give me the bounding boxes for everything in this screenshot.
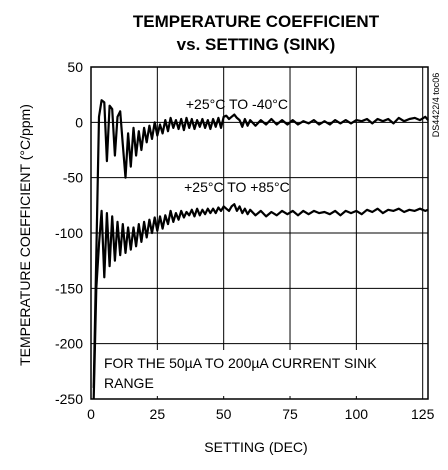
y-tick-label: -150 <box>55 280 83 296</box>
y-axis-label: TEMPERATURE COEFFICIENT (°C/ppm) <box>17 104 33 366</box>
series-labels: +25°C TO -40°C +25°C TO +85°C <box>184 96 290 195</box>
annotation-line-2: RANGE <box>104 375 154 391</box>
annotation-line-1: FOR THE 50µA TO 200µA CURRENT SINK <box>104 355 377 371</box>
x-tick-label: 100 <box>345 406 369 422</box>
x-tick-label: 125 <box>411 406 435 422</box>
x-axis-label: SETTING (DEC) <box>204 439 307 455</box>
x-tick-label: 75 <box>282 406 298 422</box>
annotation-backdrop <box>100 350 360 396</box>
series-label-0: +25°C TO -40°C <box>186 96 288 112</box>
series-line-1 <box>92 203 429 400</box>
x-tick-label: 0 <box>87 406 95 422</box>
series-label-1: +25°C TO +85°C <box>184 179 290 195</box>
y-tick-label: 50 <box>67 59 83 75</box>
x-tick-label: 50 <box>216 406 232 422</box>
chart-title-line-1: TEMPERATURE COEFFICIENT <box>133 12 380 31</box>
chart-title-line-2: vs. SETTING (SINK) <box>177 35 336 54</box>
y-tick-label: -50 <box>63 170 83 186</box>
y-tick-label: -250 <box>55 391 83 407</box>
x-tick-label: 25 <box>150 406 166 422</box>
y-tick-label: -200 <box>55 336 83 352</box>
series-layer <box>92 99 429 400</box>
side-label: DS4422/4 toc06 <box>431 73 441 138</box>
y-tick-label: 0 <box>75 114 83 130</box>
series-line-0 <box>92 99 429 388</box>
y-tick-label: -100 <box>55 225 83 241</box>
tick-labels: 0 25 50 75 100 125 50 0 -50 -100 -150 -200 -250 <box>55 59 435 422</box>
